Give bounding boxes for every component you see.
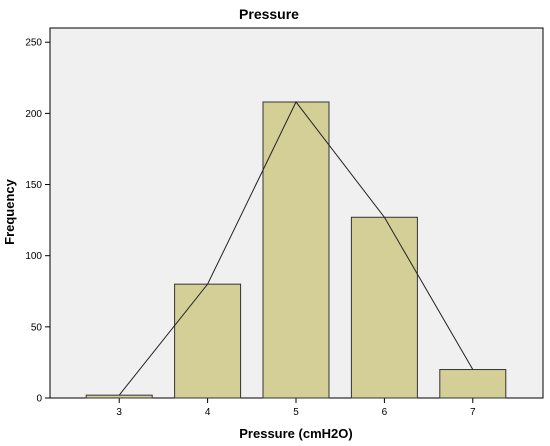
y-tick-label: 250 <box>25 38 42 49</box>
x-axis: 3 4 5 6 7 <box>116 398 476 418</box>
y-tick-label: 0 <box>36 394 42 405</box>
frequency-polygon-line <box>118 101 474 396</box>
y-tick-label: 150 <box>25 180 42 191</box>
bar <box>174 283 242 399</box>
x-axis-label: Pressure (cmH2O) <box>239 426 352 441</box>
bar <box>350 216 418 399</box>
y-tick-label: 100 <box>25 251 42 262</box>
bar <box>85 394 153 399</box>
bar <box>262 101 330 399</box>
y-axis: 0 50 100 150 200 250 <box>25 38 50 405</box>
x-tick-label: 6 <box>382 407 388 418</box>
bar <box>439 369 507 399</box>
bars <box>85 101 507 399</box>
y-tick-label: 200 <box>25 109 42 120</box>
x-tick-label: 4 <box>205 407 211 418</box>
x-tick-label: 3 <box>116 407 122 418</box>
y-axis-label: Frequency <box>2 178 17 245</box>
y-tick-label: 50 <box>31 322 43 333</box>
x-tick-label: 5 <box>293 407 299 418</box>
chart-title: Pressure <box>239 6 299 22</box>
x-tick-label: 7 <box>470 407 476 418</box>
